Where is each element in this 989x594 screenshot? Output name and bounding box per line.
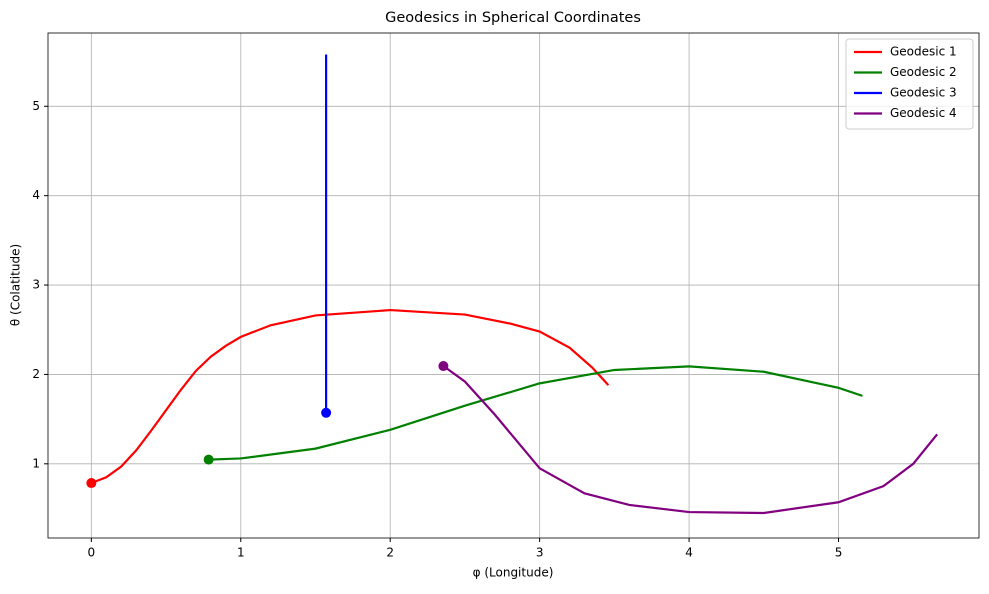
line [208, 365, 863, 461]
line [442, 365, 939, 515]
legend-label: Geodesic 2 [890, 65, 957, 79]
x-tick-label: 5 [835, 546, 843, 560]
x-tick-label: 4 [685, 546, 693, 560]
plot-frame [47, 32, 980, 539]
start-marker [438, 361, 449, 372]
legend-label: Geodesic 3 [890, 86, 957, 100]
y-tick-label: 4 [32, 188, 40, 202]
y-tick-label: 2 [32, 367, 40, 381]
start-marker [321, 407, 332, 418]
start-marker [86, 478, 97, 489]
y-tick-label: 3 [32, 278, 40, 292]
start-marker [203, 454, 214, 465]
x-tick-label: 0 [88, 546, 96, 560]
legend-label: Geodesic 1 [890, 45, 957, 59]
legend-box [845, 38, 974, 130]
x-tick-label: 1 [237, 546, 245, 560]
x-tick-label: 3 [536, 546, 544, 560]
chart-title: Geodesics in Spherical Coordinates [385, 10, 641, 26]
line [90, 308, 610, 485]
y-tick-label: 5 [32, 99, 40, 113]
y-tick-label: 1 [32, 456, 40, 470]
x-tick-label: 2 [386, 546, 394, 560]
x-axis-label: φ (Longitude) [473, 566, 554, 580]
legend-label: Geodesic 4 [890, 106, 957, 120]
y-axis-label: θ (Colatitude) [9, 244, 23, 326]
